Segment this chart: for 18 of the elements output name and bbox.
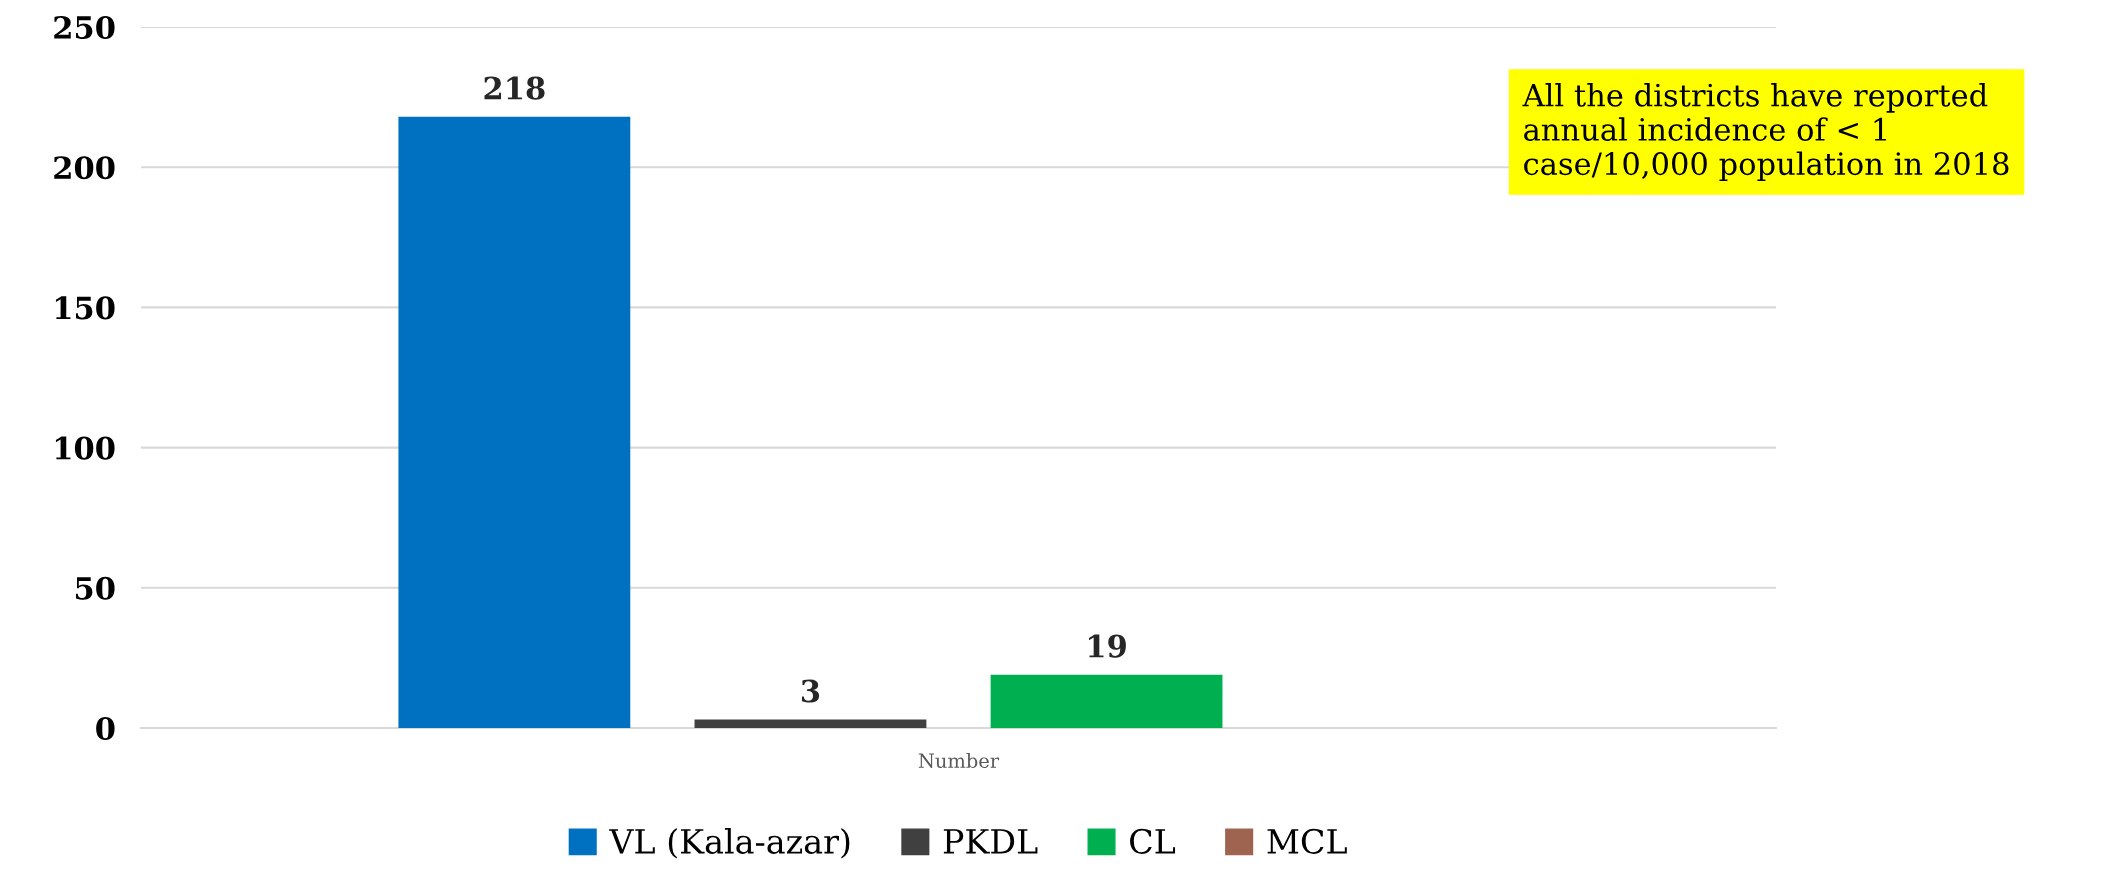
annotation: All the districts have reported annual incidence of < 1 case/10,000 population in 2018 (1522, 83, 2009, 182)
legend-label: PKDL (943, 829, 1038, 854)
legend-label: VL (Kala-azar) (609, 828, 850, 859)
data-label: 19 (1089, 634, 1126, 658)
y-tick-label: 200 (54, 156, 115, 180)
legend-label: MCL (1267, 828, 1347, 854)
y-tick-label: 150 (55, 296, 115, 320)
y-tick-label: 50 (75, 576, 115, 600)
bar (694, 719, 927, 728)
y-tick-label: 250 (54, 15, 115, 40)
data-label: 3 (801, 679, 820, 703)
y-tick-label: 100 (55, 436, 115, 460)
bar (398, 116, 631, 728)
bar (990, 674, 1223, 728)
x-tick-label: Number (918, 753, 1000, 769)
y-tick-label: 0 (96, 716, 115, 741)
legend-label: CL (1130, 828, 1176, 854)
data-label: 218 (484, 76, 545, 100)
